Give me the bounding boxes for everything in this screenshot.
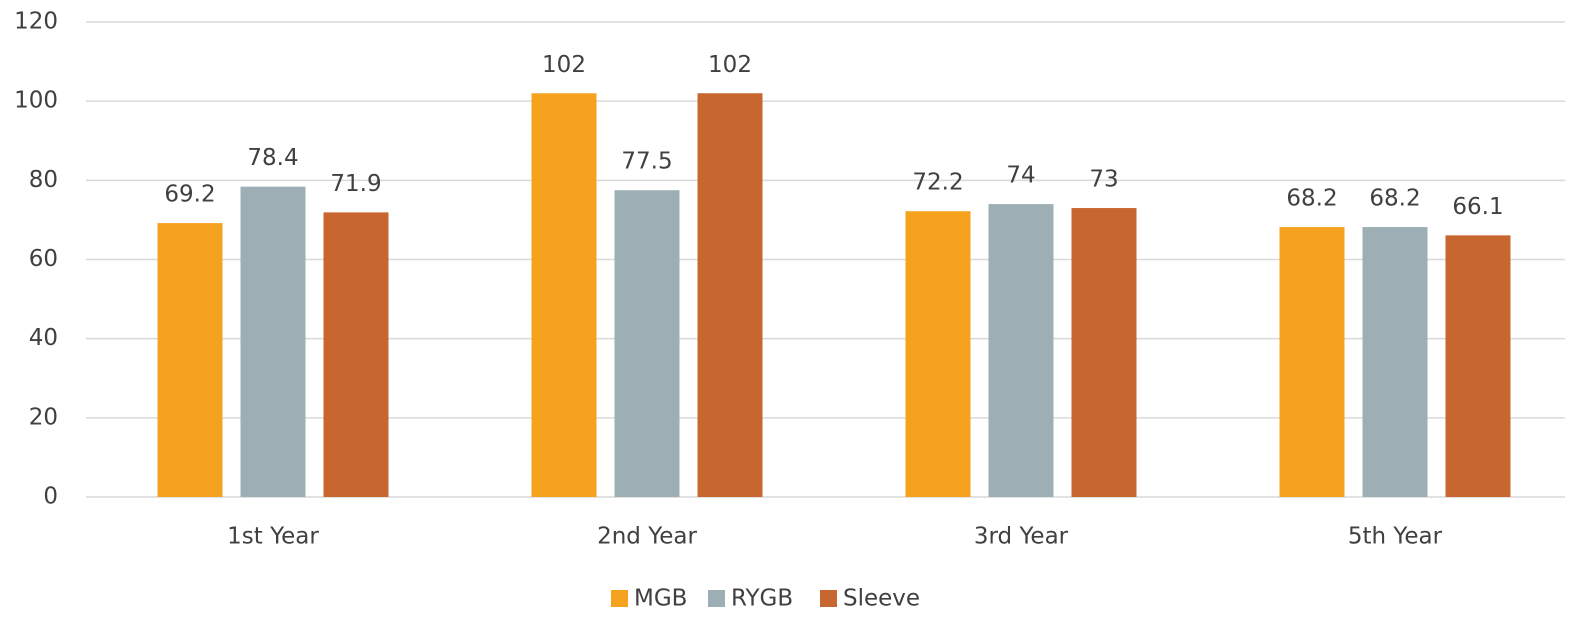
legend-swatch [611, 590, 628, 607]
legend-label: Sleeve [843, 586, 920, 612]
data-label: 69.2 [164, 182, 215, 208]
bar [614, 190, 680, 497]
bar [157, 223, 223, 498]
data-label: 78.4 [247, 145, 298, 171]
x-tick-label: 1st Year [227, 524, 319, 550]
data-label: 73 [1089, 167, 1118, 193]
bar [905, 211, 971, 498]
bar [240, 186, 306, 497]
legend-swatch [708, 590, 725, 607]
bar [531, 93, 597, 497]
data-label: 74 [1006, 163, 1035, 189]
data-label: 68.2 [1286, 186, 1337, 212]
y-tick-label: 20 [29, 404, 58, 430]
y-tick-label: 40 [29, 325, 58, 351]
bar [1279, 227, 1345, 497]
data-label: 71.9 [330, 171, 381, 197]
bar [323, 212, 389, 498]
x-tick-label: 5th Year [1348, 524, 1443, 550]
data-label: 68.2 [1369, 186, 1420, 212]
y-tick-label: 60 [29, 246, 58, 272]
data-label: 102 [542, 52, 586, 78]
legend-label: MGB [634, 586, 687, 612]
bar [988, 204, 1054, 498]
x-tick-label: 2nd Year [597, 524, 697, 550]
y-tick-label: 100 [14, 88, 58, 114]
y-tick-label: 0 [43, 484, 58, 510]
bar [697, 93, 763, 497]
y-tick-label: 120 [14, 9, 58, 35]
legend-swatch [820, 590, 837, 607]
data-label: 72.2 [912, 170, 963, 196]
bar [1071, 208, 1137, 497]
data-label: 77.5 [621, 149, 672, 175]
bar [1445, 235, 1511, 497]
data-label: 102 [708, 52, 752, 78]
bar [1362, 227, 1428, 497]
data-label: 66.1 [1452, 194, 1503, 220]
x-tick-label: 3rd Year [974, 524, 1069, 550]
y-tick-label: 80 [29, 167, 58, 193]
legend-label: RYGB [731, 586, 793, 612]
